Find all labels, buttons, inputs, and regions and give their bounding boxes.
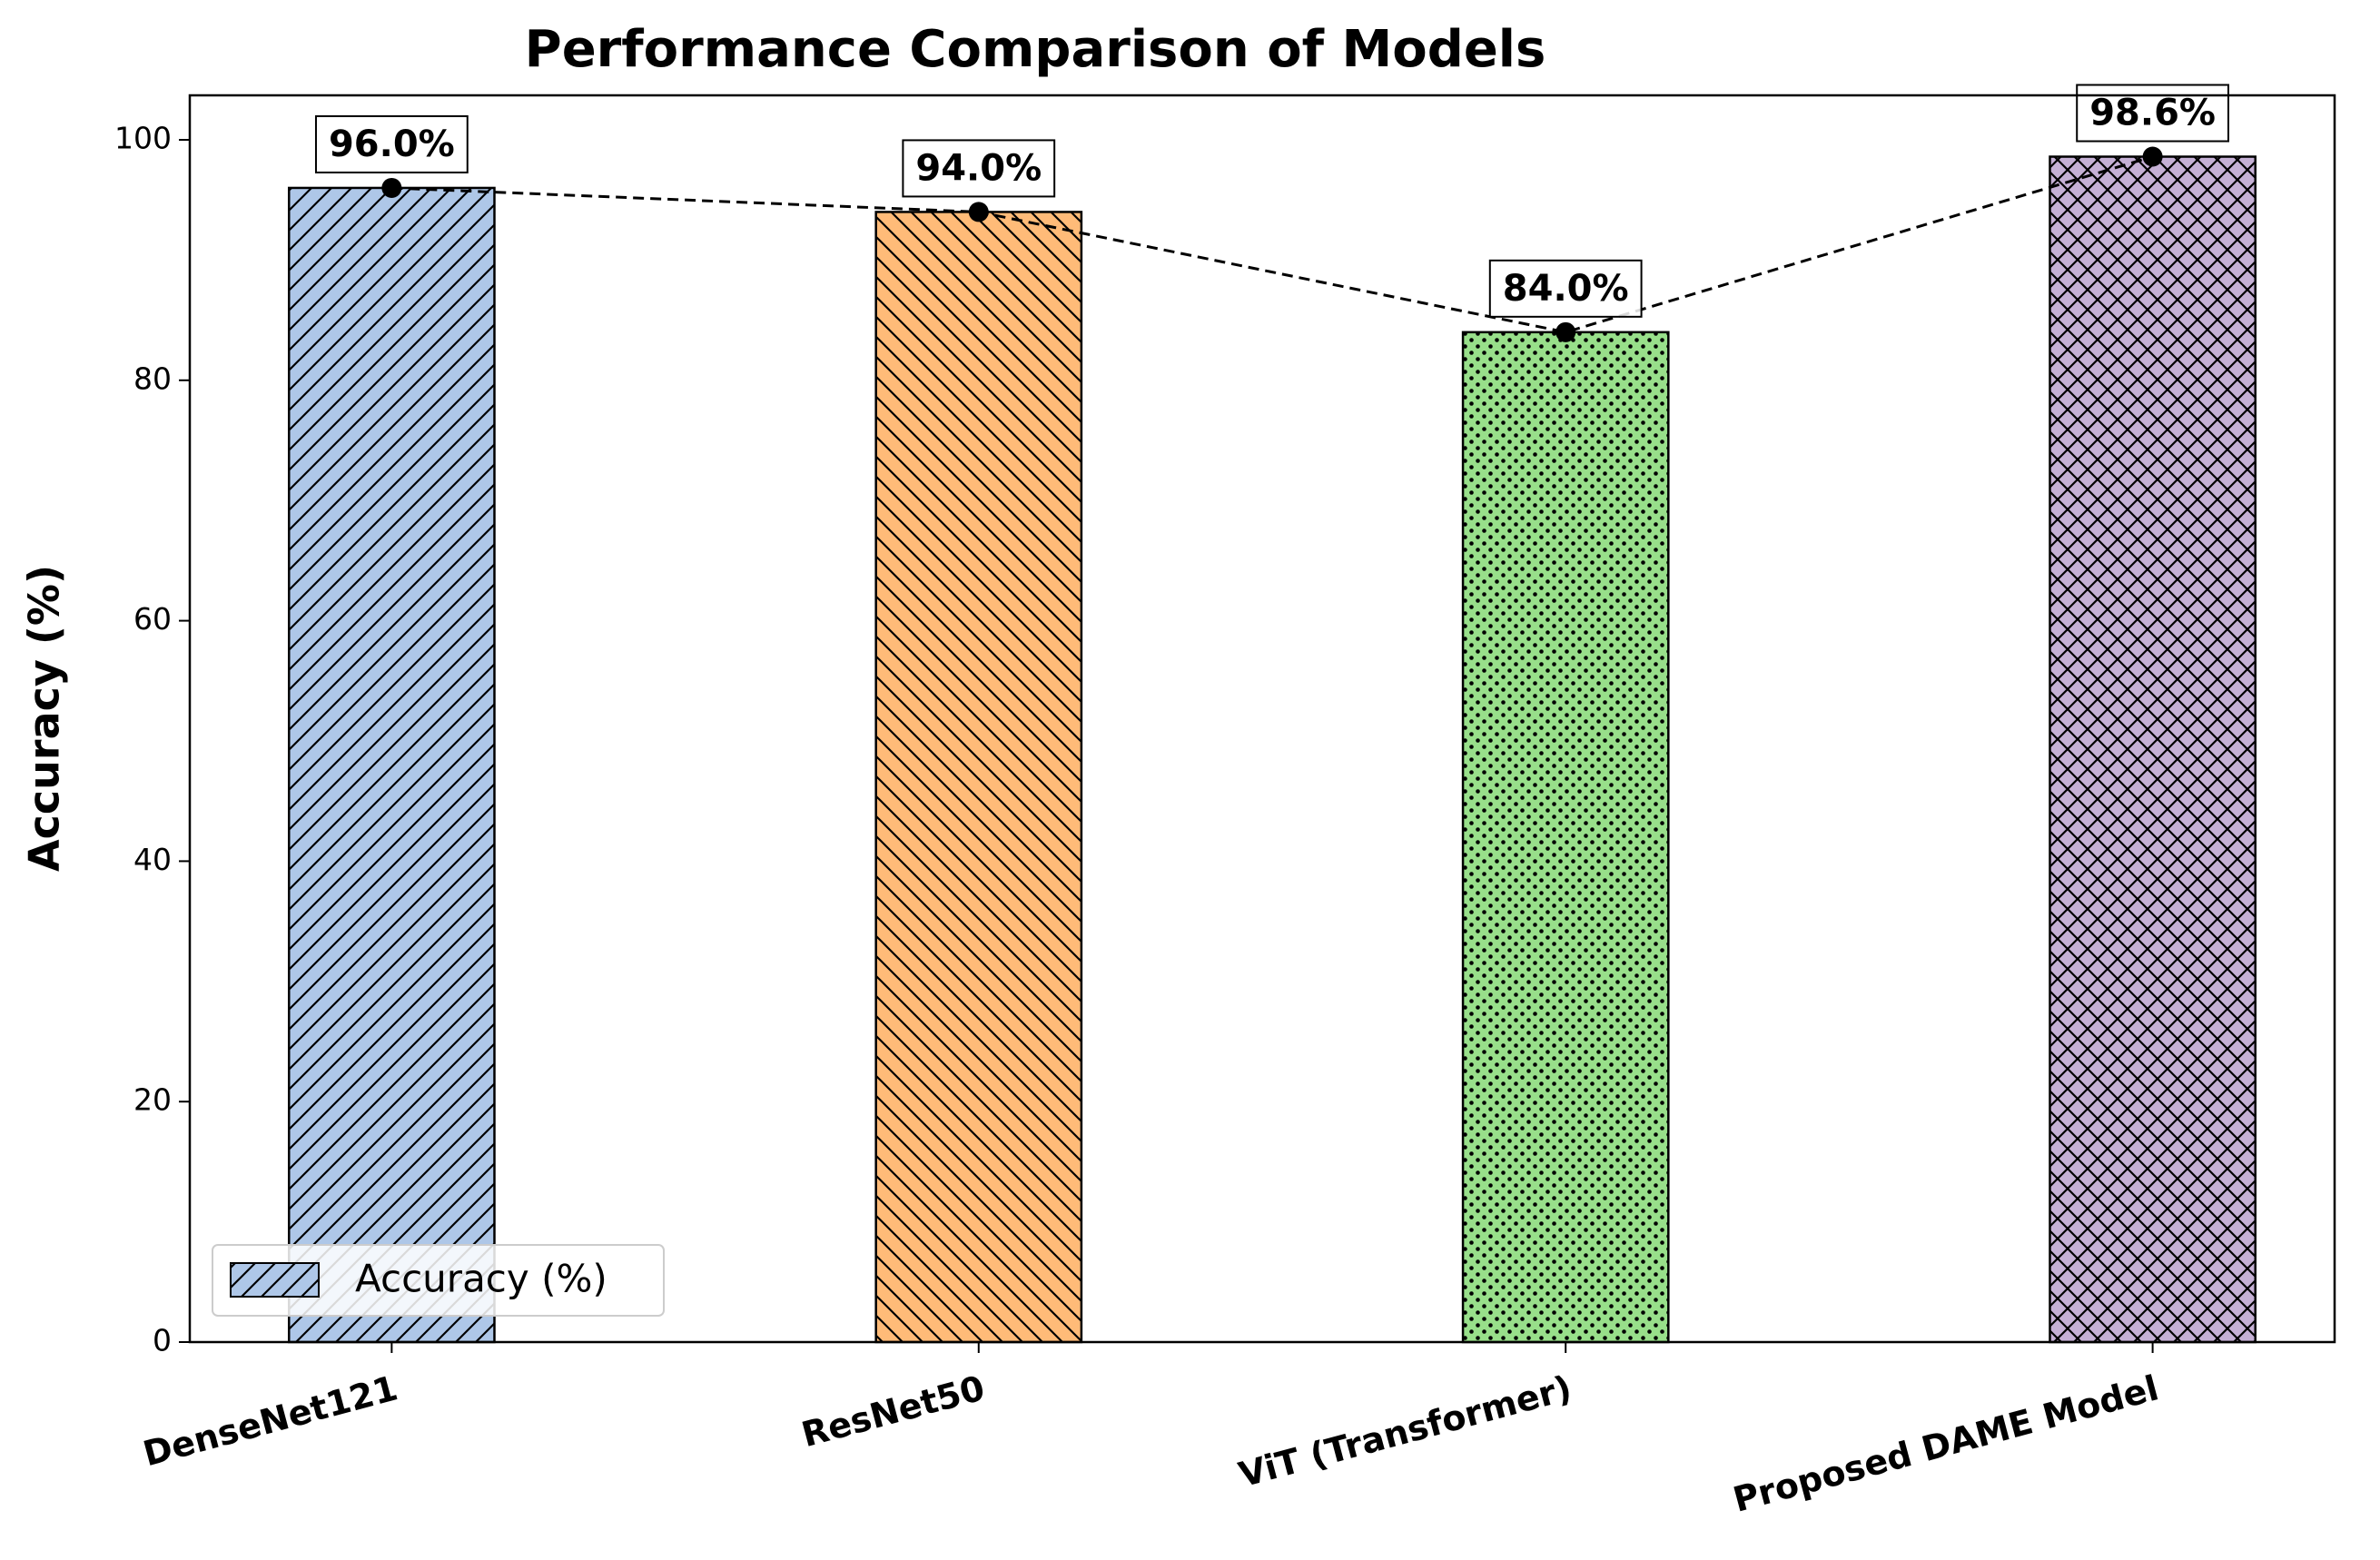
chart-title: Performance Comparison of Models [525, 20, 1546, 79]
legend-swatch [230, 1262, 320, 1298]
bar [287, 186, 496, 1344]
bar-hatch [287, 186, 496, 1344]
y-tick-label: 100 [114, 120, 172, 155]
y-axis-label: Accuracy (%) [20, 565, 69, 872]
bar-hatch [874, 211, 1083, 1344]
value-label-box [902, 139, 1056, 198]
y-tick-label: 0 [153, 1323, 172, 1358]
trend-point [1555, 321, 1576, 342]
legend: Accuracy (%) [212, 1244, 665, 1317]
trend-point [968, 202, 989, 222]
value-label: 94.0% [915, 147, 1042, 189]
value-label: 98.6% [2089, 93, 2216, 134]
x-tick-label: DenseNet121 [139, 1367, 401, 1474]
value-label-box [1488, 259, 1643, 318]
y-tick-label: 40 [133, 842, 172, 877]
y-tick-label: 80 [133, 360, 172, 396]
value-label-box [314, 114, 469, 173]
trend-line [391, 155, 2154, 334]
trend-point [381, 177, 402, 198]
plot-frame [188, 94, 2336, 1344]
bar [1461, 331, 1670, 1344]
y-tick-label: 20 [133, 1082, 172, 1118]
value-label: 84.0% [1503, 268, 1629, 310]
bar [874, 211, 1083, 1344]
bar-hatch [2049, 155, 2257, 1344]
legend-box [212, 1244, 665, 1317]
x-tick-label: Proposed DAME Model [1729, 1367, 2163, 1519]
x-tick-label: ViT (Transformer) [1235, 1367, 1575, 1495]
legend-label: Accuracy (%) [355, 1257, 607, 1301]
value-label: 96.0% [329, 123, 455, 165]
trend-point [2142, 146, 2163, 167]
x-tick-label: ResNet50 [797, 1367, 989, 1455]
bar [2049, 155, 2257, 1344]
bar-hatch [1461, 331, 1670, 1344]
y-tick-label: 60 [133, 601, 172, 637]
